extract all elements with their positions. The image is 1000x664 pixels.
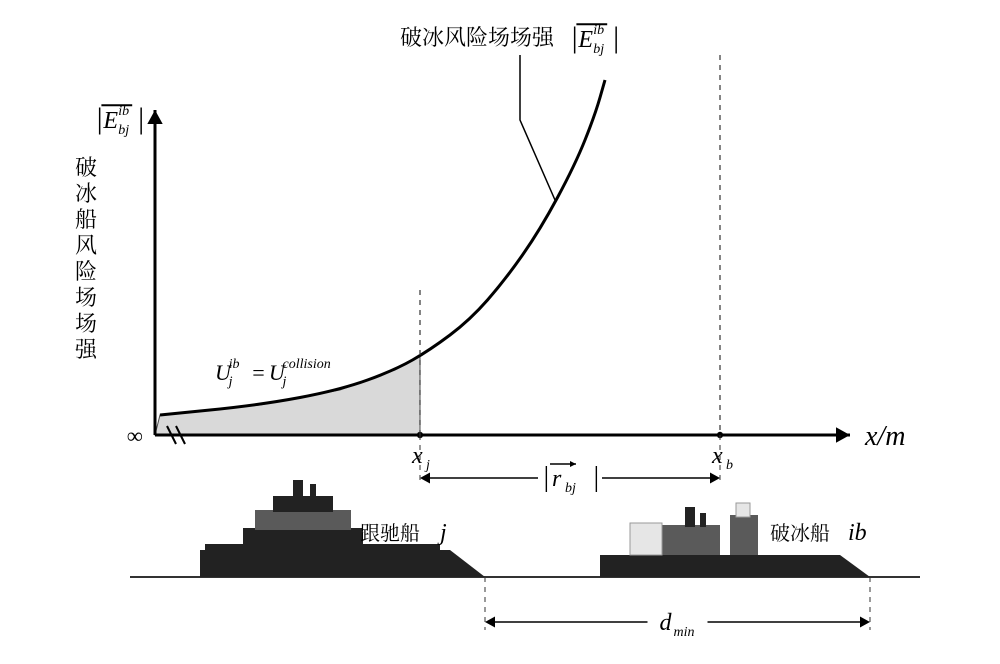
callout-label: 破冰风险场场强|Eibbj| (400, 21, 620, 57)
svg-text:E: E (577, 27, 593, 53)
svg-text:collision: collision (283, 357, 331, 372)
svg-text:|: | (137, 102, 145, 135)
svg-text:bj: bj (118, 123, 129, 138)
svg-text:ib: ib (593, 23, 604, 38)
svg-text:|: | (592, 462, 600, 493)
svg-text:|: | (542, 462, 550, 493)
svg-text:|: | (612, 21, 620, 54)
svg-text:破冰船: 破冰船 (770, 517, 830, 546)
svg-text:r: r (552, 466, 562, 492)
svg-text:x: x (411, 443, 423, 469)
svg-text:破冰风险场场强: 破冰风险场场强 (400, 21, 555, 52)
y-axis-label: 破冰船风险场场强 (75, 151, 98, 364)
svg-text:|: | (95, 102, 103, 135)
svg-text:d: d (660, 610, 673, 636)
svg-text:bj: bj (593, 42, 604, 57)
svg-text:ib: ib (848, 520, 867, 546)
svg-text:min: min (674, 625, 695, 640)
svg-text:ib: ib (118, 104, 129, 119)
icebreaker-label: 破冰船 ib (770, 517, 867, 546)
svg-text:=: = (251, 360, 266, 385)
x-axis-label: x/m (864, 421, 905, 452)
svg-text:E: E (102, 108, 118, 134)
svg-text:|: | (570, 21, 578, 54)
svg-text:b: b (726, 458, 733, 473)
infinity-label: ∞ (127, 423, 143, 448)
svg-text:x: x (711, 443, 723, 469)
svg-text:强: 强 (75, 333, 98, 364)
svg-text:bj: bj (565, 481, 576, 496)
svg-text:ib: ib (229, 357, 240, 372)
svg-text:跟驰船: 跟驰船 (360, 517, 420, 546)
